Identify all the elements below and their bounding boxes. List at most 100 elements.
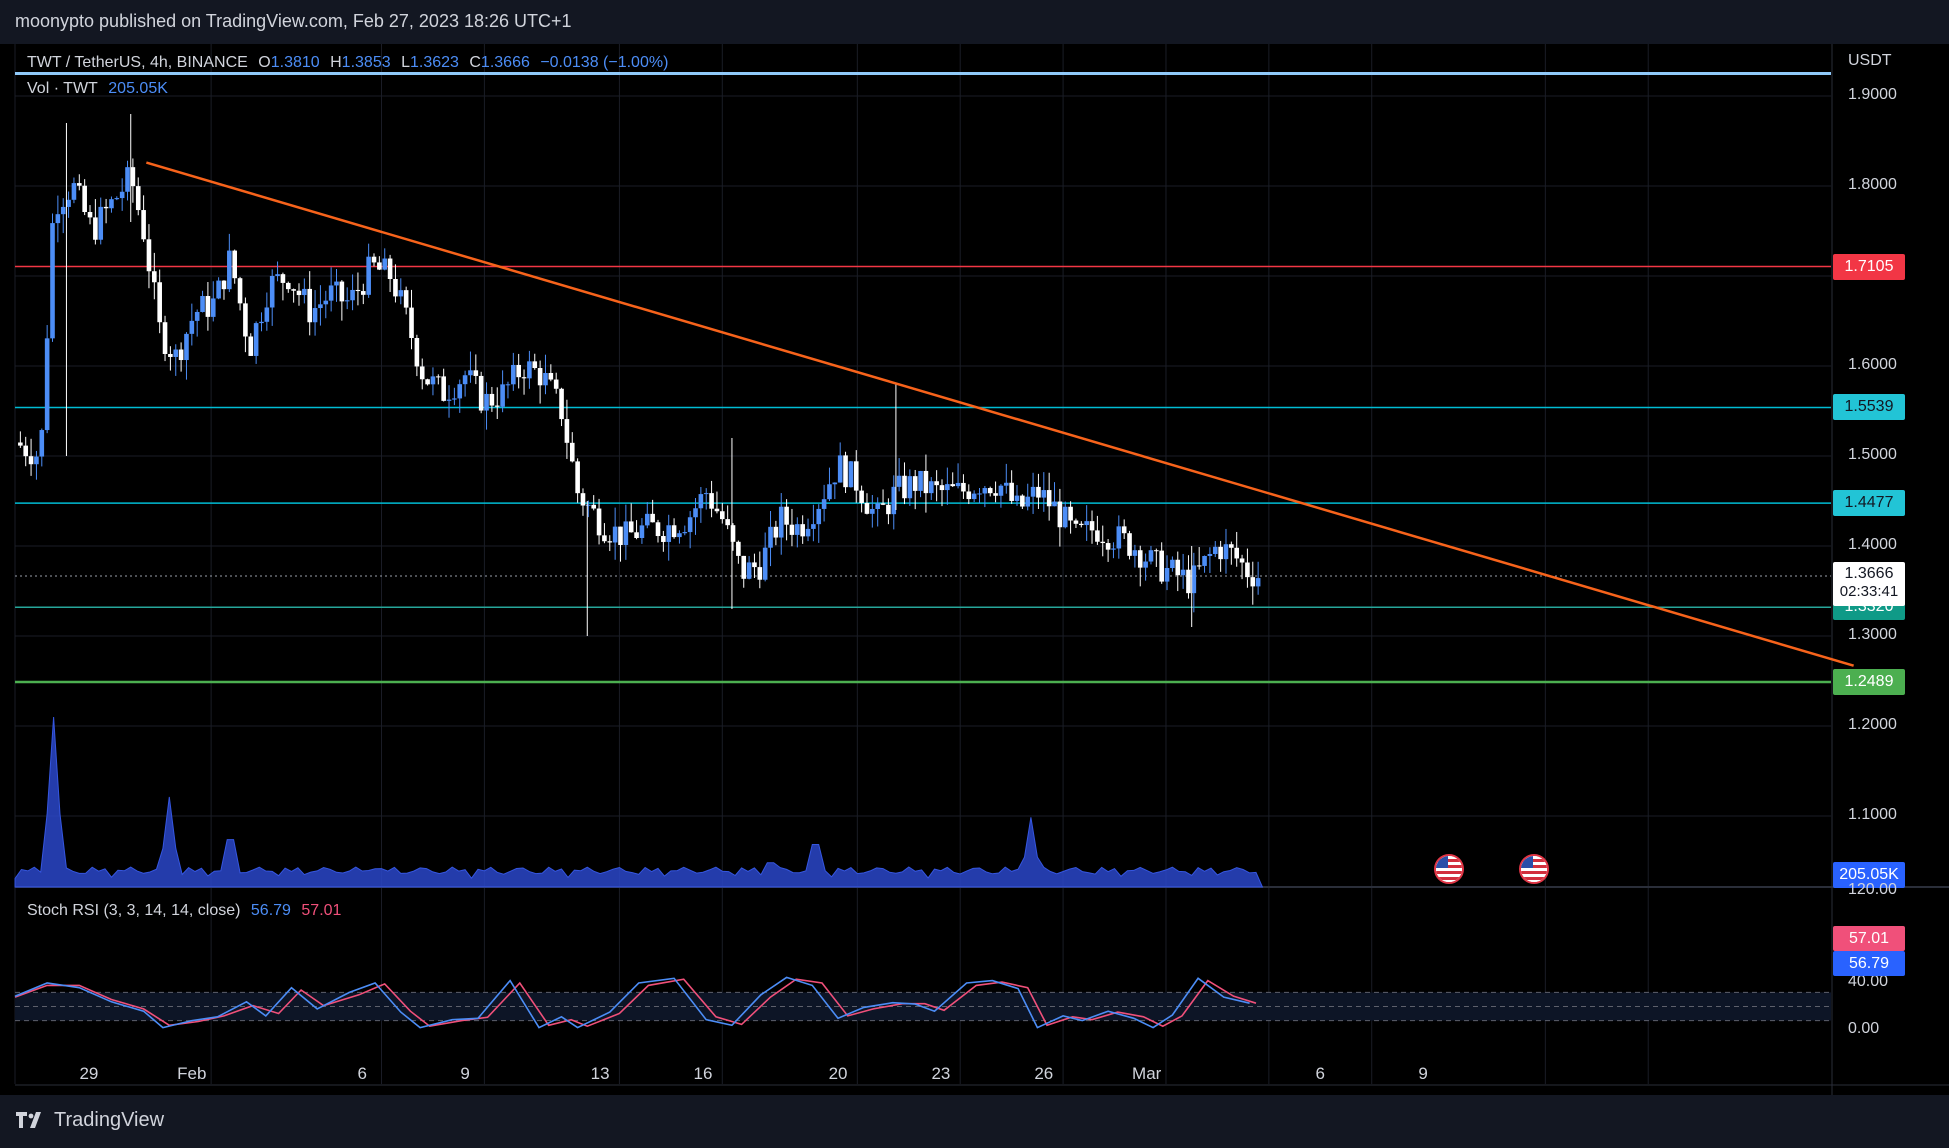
- time-label: 29: [79, 1064, 99, 1083]
- volume-label[interactable]: Vol · TWT: [27, 80, 98, 97]
- candle-body: [880, 503, 886, 505]
- candle-body: [800, 524, 805, 537]
- candle-up: [928, 477, 934, 500]
- candle-up: [543, 354, 548, 395]
- trendline: [146, 161, 1854, 667]
- candle-down: [87, 205, 93, 225]
- candle-body: [371, 256, 377, 263]
- candle-body: [971, 493, 977, 500]
- candle-down: [714, 491, 720, 514]
- candle-up: [484, 382, 489, 430]
- candle-body: [269, 275, 275, 308]
- candle-body: [618, 526, 623, 545]
- candle-down: [248, 333, 254, 356]
- symbol-label[interactable]: TWT / TetherUS, 4h, BINANCE: [27, 54, 248, 71]
- candle-up: [269, 269, 275, 326]
- candle-body: [227, 250, 232, 290]
- candle-up: [832, 482, 838, 500]
- candle-up: [778, 493, 784, 555]
- candle-down: [1239, 554, 1245, 580]
- candle-body: [253, 323, 259, 356]
- close-value: 1.3666: [480, 54, 530, 71]
- candle-up: [821, 484, 827, 522]
- candle-up: [430, 367, 436, 396]
- candle-body: [1041, 490, 1047, 498]
- candle-up: [693, 498, 698, 535]
- grid: [14, 44, 1831, 1084]
- volume-badge: 205.05K: [1833, 862, 1905, 888]
- candle-up: [998, 484, 1004, 508]
- candle-up: [666, 514, 672, 561]
- candle-down: [1186, 555, 1191, 599]
- candle-body: [130, 167, 136, 187]
- candle-body: [655, 522, 661, 537]
- candle-body: [602, 535, 607, 542]
- candle-body: [1036, 486, 1041, 498]
- chart-area[interactable]: TWT / TetherUS, 4h, BINANCE O1.3810 H1.3…: [0, 44, 1949, 1095]
- candle-down: [1196, 547, 1202, 570]
- candle-body: [543, 373, 548, 386]
- price-tick: 1.9000: [1848, 86, 1897, 103]
- chart-canvas[interactable]: [0, 44, 1949, 1095]
- candle-body: [1062, 506, 1068, 528]
- candle-body: [1089, 521, 1095, 531]
- time-label: Mar: [1132, 1064, 1162, 1083]
- candle-down: [618, 526, 623, 562]
- candle-up: [703, 488, 709, 510]
- candle-down: [77, 174, 82, 191]
- candle-body: [210, 298, 216, 317]
- candle-body: [34, 456, 39, 465]
- candle-up: [505, 381, 511, 399]
- candle-up: [382, 248, 388, 271]
- candle-body: [859, 490, 864, 503]
- candle-down: [152, 252, 157, 300]
- candle-body: [1207, 553, 1213, 556]
- candle-down: [157, 269, 162, 334]
- candle-up: [344, 287, 350, 310]
- candle-down: [1020, 494, 1025, 510]
- candle-body: [1095, 530, 1100, 542]
- candle-body: [843, 455, 848, 488]
- stoch-k-line: [14, 976, 1250, 1029]
- candle-up: [446, 385, 452, 418]
- candle-down: [661, 530, 666, 552]
- candle-up: [805, 518, 811, 542]
- candle-body: [328, 285, 334, 301]
- candle-down: [1154, 548, 1159, 567]
- candle-down: [1121, 519, 1127, 539]
- candle-down: [1036, 473, 1041, 509]
- candle-down: [671, 518, 677, 539]
- candle-body: [398, 290, 404, 297]
- stoch-label[interactable]: Stoch RSI (3, 3, 14, 14, close): [27, 902, 241, 919]
- candle-body: [1116, 526, 1122, 549]
- candle-down: [628, 503, 634, 533]
- candle-body: [468, 370, 473, 376]
- current-price: 1.3666: [1844, 565, 1894, 582]
- candle-body: [650, 513, 655, 523]
- candle-down: [575, 458, 580, 503]
- candle-body: [452, 398, 457, 400]
- candle-body: [387, 258, 393, 279]
- candle-down: [232, 249, 237, 284]
- candle-body: [521, 377, 527, 379]
- candle-down: [1046, 472, 1052, 521]
- time-label: 16: [693, 1064, 713, 1083]
- us-event-flag-icon[interactable]: [1434, 854, 1464, 884]
- candle-down: [237, 276, 243, 311]
- tradingview-logo[interactable]: TradingView: [16, 1109, 164, 1132]
- candle-down: [993, 481, 998, 503]
- candle-down: [307, 271, 313, 336]
- candle-body: [1175, 559, 1181, 576]
- candle-body: [302, 288, 307, 296]
- candle-down: [961, 474, 966, 499]
- candle-body: [1180, 569, 1186, 576]
- time-label: 9: [460, 1064, 470, 1083]
- candle-down: [162, 315, 168, 362]
- candle-down: [130, 158, 136, 203]
- candle-up: [682, 525, 688, 536]
- us-event-flag-icon[interactable]: [1519, 854, 1549, 884]
- candle-body: [489, 393, 495, 406]
- candle-down: [1068, 501, 1073, 534]
- candle-body: [1186, 569, 1191, 594]
- candle-down: [516, 353, 521, 389]
